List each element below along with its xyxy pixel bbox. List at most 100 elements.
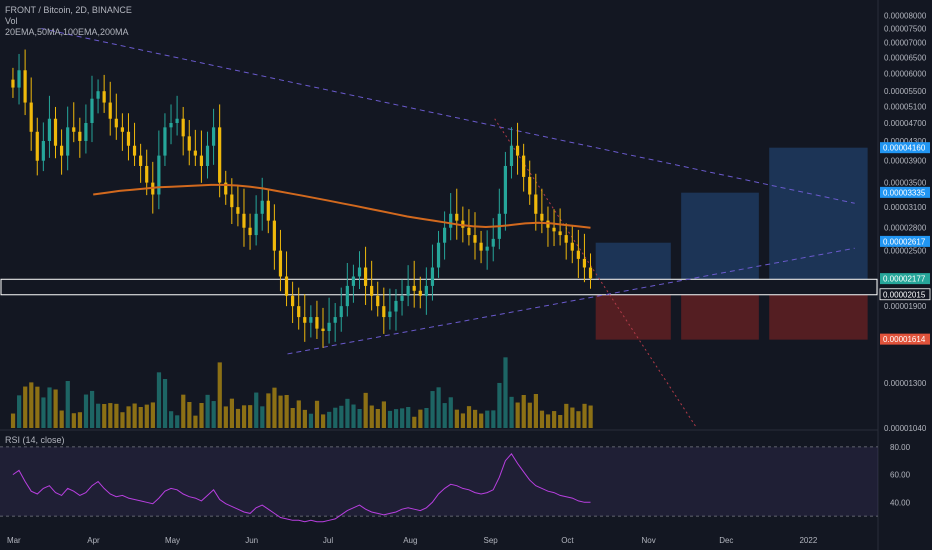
candle-body [102, 91, 106, 103]
volume-bar [65, 381, 70, 428]
volume-bar [503, 357, 508, 428]
candle-body [522, 155, 526, 177]
volume-bar [454, 409, 459, 428]
candle-body [400, 295, 404, 301]
candle-body [108, 102, 112, 119]
price-tick-label: 0.00008000 [884, 11, 927, 20]
ema-line [93, 183, 591, 229]
candle-body [120, 127, 124, 132]
volume-bar [17, 395, 22, 428]
candle-body [278, 250, 283, 277]
candle-body [315, 317, 319, 329]
candle-body [357, 267, 362, 277]
volume-bar [393, 409, 399, 428]
candle-body [132, 145, 137, 156]
time-tick-label: Oct [561, 536, 574, 545]
candle-body [540, 213, 544, 221]
rsi-label[interactable]: RSI (14, close) [5, 435, 65, 445]
volume-bar [430, 391, 435, 428]
volume-bar [558, 415, 563, 428]
volume-bar [497, 382, 502, 428]
price-tag-label: 0.00002015 [883, 290, 926, 299]
price-tick-label: 0.00005100 [884, 102, 927, 111]
candle-body [503, 165, 507, 214]
candle-body [582, 258, 587, 268]
candle-body [430, 267, 435, 286]
rsi-band [0, 446, 878, 517]
ema-label[interactable]: 20EMA,50MA,100EMA,200MA [5, 27, 129, 37]
volume-bar [406, 407, 411, 428]
volume-bar [138, 407, 143, 428]
target-zone [681, 192, 759, 280]
candle-body [479, 242, 483, 251]
volume-label[interactable]: Vol [5, 16, 18, 26]
candle-body [145, 165, 149, 183]
volume-bar [412, 416, 417, 428]
candle-body [266, 200, 270, 221]
volume-bar [96, 403, 101, 428]
volume-bar [552, 411, 557, 428]
candle-body [53, 118, 58, 146]
volume-bar [254, 392, 259, 428]
volume-bar [314, 400, 320, 428]
volume-bar [381, 401, 387, 428]
candle-body [473, 235, 477, 243]
price-tag-label: 0.00002177 [883, 275, 926, 284]
candle-body [382, 306, 386, 318]
volume-bar [120, 412, 125, 428]
volume-bar [71, 413, 76, 428]
volume-bar [515, 402, 520, 428]
volume-bar [582, 403, 587, 428]
price-tag-label: 0.00001614 [883, 335, 926, 344]
volume-bar [89, 390, 95, 428]
volume-bar [108, 403, 113, 428]
candle-body [321, 328, 325, 332]
candle-body [90, 98, 94, 123]
volume-bar [333, 407, 338, 428]
price-tag-label: 0.00002617 [883, 237, 926, 246]
candle-body [564, 235, 568, 243]
candle-body [114, 118, 118, 128]
candle-body [84, 122, 88, 141]
volume-bar [527, 402, 532, 428]
price-tick-label: 0.00002500 [884, 247, 927, 256]
candle-body [41, 140, 45, 161]
price-tick-label: 0.00006500 [884, 53, 927, 62]
volume-bar [241, 405, 247, 428]
price-tag [879, 288, 931, 301]
candle-body [72, 127, 76, 132]
trendline [494, 118, 698, 429]
candle-body [17, 70, 21, 88]
candle-body [78, 131, 82, 141]
time-tick-label: Sep [484, 536, 499, 545]
volume-bar [205, 394, 210, 428]
volume-bar [211, 401, 216, 428]
candle-body [443, 227, 447, 243]
volume-bar [576, 411, 581, 428]
volume-bar [23, 386, 28, 428]
price-tag [880, 142, 930, 154]
time-tick-label: May [165, 536, 180, 545]
symbol-title[interactable]: FRONT / Bitcoin, 2D, BINANCE [5, 5, 132, 15]
volume-bar [10, 413, 16, 428]
candle-body [11, 79, 15, 88]
volume-bar [327, 411, 332, 428]
trendline [287, 247, 855, 355]
stop-zone [595, 294, 671, 340]
volume-bar [351, 404, 356, 428]
price-tag [880, 186, 930, 198]
price-tag-label: 0.00004160 [883, 144, 926, 153]
candle-body [309, 317, 313, 323]
volume-bar [272, 387, 277, 428]
volume-bar [296, 400, 301, 428]
volume-bar [162, 379, 168, 428]
candle-body [23, 70, 27, 103]
candle-body [485, 246, 489, 251]
volume-bar [278, 395, 283, 428]
volume-bar [126, 406, 131, 428]
price-tick-label: 0.00002800 [884, 224, 927, 233]
price-tick-label: 0.00005500 [884, 87, 927, 96]
volume-bar [424, 408, 429, 428]
candle-body [351, 276, 356, 286]
